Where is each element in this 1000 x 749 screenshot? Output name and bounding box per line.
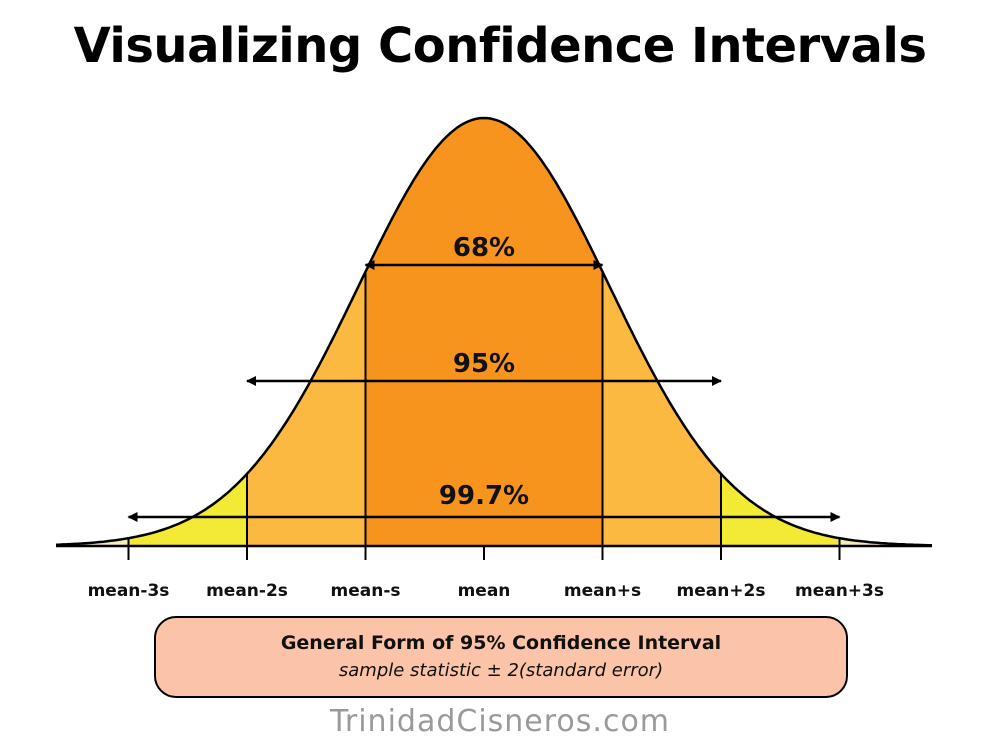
interval-label-1s: 68% bbox=[453, 233, 515, 263]
interval-label-3s: 99.7% bbox=[439, 481, 529, 511]
band-left-2s-3s bbox=[128, 473, 247, 546]
formula-text: sample statistic ± 2(standard error) bbox=[338, 660, 664, 681]
page-title: Visualizing Confidence Intervals bbox=[73, 18, 927, 74]
bell-curve bbox=[55, 116, 933, 547]
axis-label-mean-3s: mean-3s bbox=[88, 581, 170, 601]
interval-label-2s: 95% bbox=[453, 349, 515, 379]
band-left-1s-2s bbox=[247, 271, 366, 546]
axis-label-mean+3s: mean+3s bbox=[795, 581, 884, 601]
shaded-bands bbox=[56, 118, 932, 546]
confidence-interval-formula-box: General Form of 95% Confidence Interval … bbox=[154, 616, 848, 698]
axis-label-mean: mean bbox=[458, 581, 511, 601]
interval-arrows bbox=[127, 260, 841, 522]
standard-deviation-dividers bbox=[127, 271, 841, 546]
axis-label-mean-2s: mean-2s bbox=[206, 581, 288, 601]
band-right-tail bbox=[839, 538, 932, 546]
credit-text: TrinidadCisneros.com bbox=[329, 704, 671, 739]
x-axis-labels: mean-3s mean-2s mean-s mean mean+s mean+2s mea… bbox=[88, 581, 884, 601]
interval-labels: 68% 95% 99.7% bbox=[439, 233, 529, 511]
axis-label-mean+2s: mean+2s bbox=[676, 581, 765, 601]
band-right-1s-2s bbox=[602, 271, 721, 546]
band-within-1s bbox=[365, 118, 603, 546]
axis-label-mean+s: mean+s bbox=[564, 581, 641, 601]
x-axis-ticks bbox=[127, 546, 841, 560]
band-right-2s-3s bbox=[721, 473, 840, 546]
formula-title: General Form of 95% Confidence Interval bbox=[280, 632, 722, 654]
axis-label-mean-s: mean-s bbox=[331, 581, 401, 601]
